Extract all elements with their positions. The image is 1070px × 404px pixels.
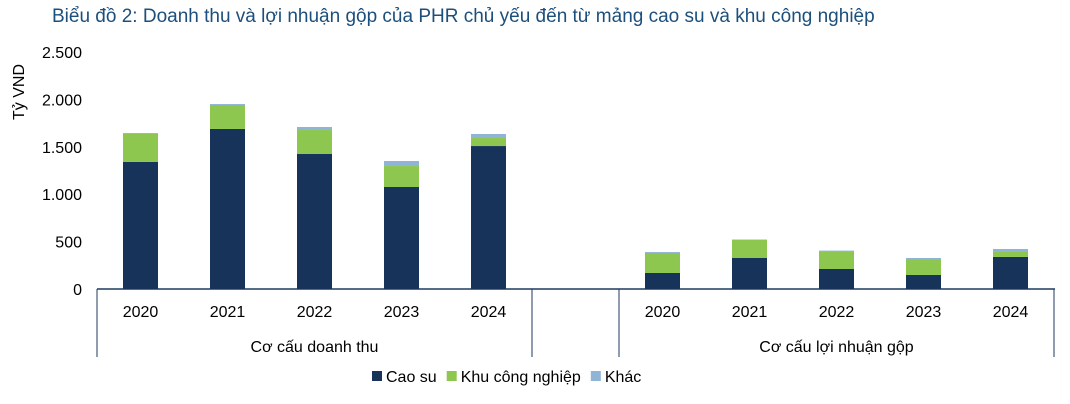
bar-khác-2023 [384,161,419,167]
x-tick-label: 2022 [819,304,855,321]
y-tick-label: 500 [55,235,82,252]
y-tick-label: 2.000 [42,92,82,109]
chart-title: Biểu đồ 2: Doanh thu và lợi nhuận gộp củ… [52,6,875,27]
bar-cao-su-2021 [210,128,245,289]
legend-label: Khu công nghiệp [461,369,581,386]
bar-khu-công-nghiệp-2023 [384,166,419,187]
bar-khu-công-nghiệp-2022 [297,130,332,155]
x-tick-label: 2020 [645,304,681,321]
bar-cao-su-2022 [297,154,332,289]
legend-swatch [590,371,601,381]
bar-khu-công-nghiệp-2024 [993,251,1028,257]
x-tick-label: 2023 [384,304,420,321]
bar-cao-su-2020 [123,161,158,289]
y-tick-label: 1.000 [42,187,82,204]
bar-khác-2020 [645,252,680,253]
bar-khu-công-nghiệp-2023 [906,259,941,275]
bar-khác-2020 [123,133,158,135]
bar-cao-su-2023 [906,274,941,289]
bar-khác-2022 [297,126,332,131]
x-tick-label: 2021 [210,304,246,321]
x-tick-label: 2021 [732,304,768,321]
bar-khác-2023 [906,258,941,260]
y-tick-label: 0 [73,282,82,299]
x-tick-label: 2024 [993,304,1029,321]
y-tick-label: 1.500 [42,140,82,157]
legend-swatch [446,371,457,381]
x-tick-label: 2022 [297,304,333,321]
y-tick-label: 2.500 [42,45,82,62]
bar-khác-2021 [210,104,245,105]
bar-cao-su-2021 [732,258,767,289]
legend-label: Khác [605,369,641,386]
bar-khác-2024 [471,134,506,138]
bar-cao-su-2024 [993,256,1028,289]
bar-khu-công-nghiệp-2020 [645,252,680,273]
legend-label: Cao su [386,369,437,386]
legend-swatch [372,371,382,381]
bar-cao-su-2024 [471,146,506,289]
bar-cao-su-2023 [384,186,419,289]
y-axis-label: Tỷ VND [11,64,28,120]
x-tick-label: 2024 [471,304,507,321]
x-tick-label: 2020 [123,304,159,321]
bar-khu-công-nghiệp-2024 [471,137,506,147]
bar-cao-su-2020 [645,272,680,289]
group-label: Cơ cấu doanh thu [251,339,379,356]
bar-khu-công-nghiệp-2020 [123,134,158,162]
bar-khu-công-nghiệp-2021 [732,239,767,259]
x-tick-label: 2023 [906,304,942,321]
bar-khu-công-nghiệp-2022 [819,251,854,269]
bar-cao-su-2022 [819,268,854,289]
bar-khác-2024 [993,248,1028,252]
bar-khu-công-nghiệp-2021 [210,104,245,129]
group-label: Cơ cấu lợi nhuận gộp [759,339,914,356]
